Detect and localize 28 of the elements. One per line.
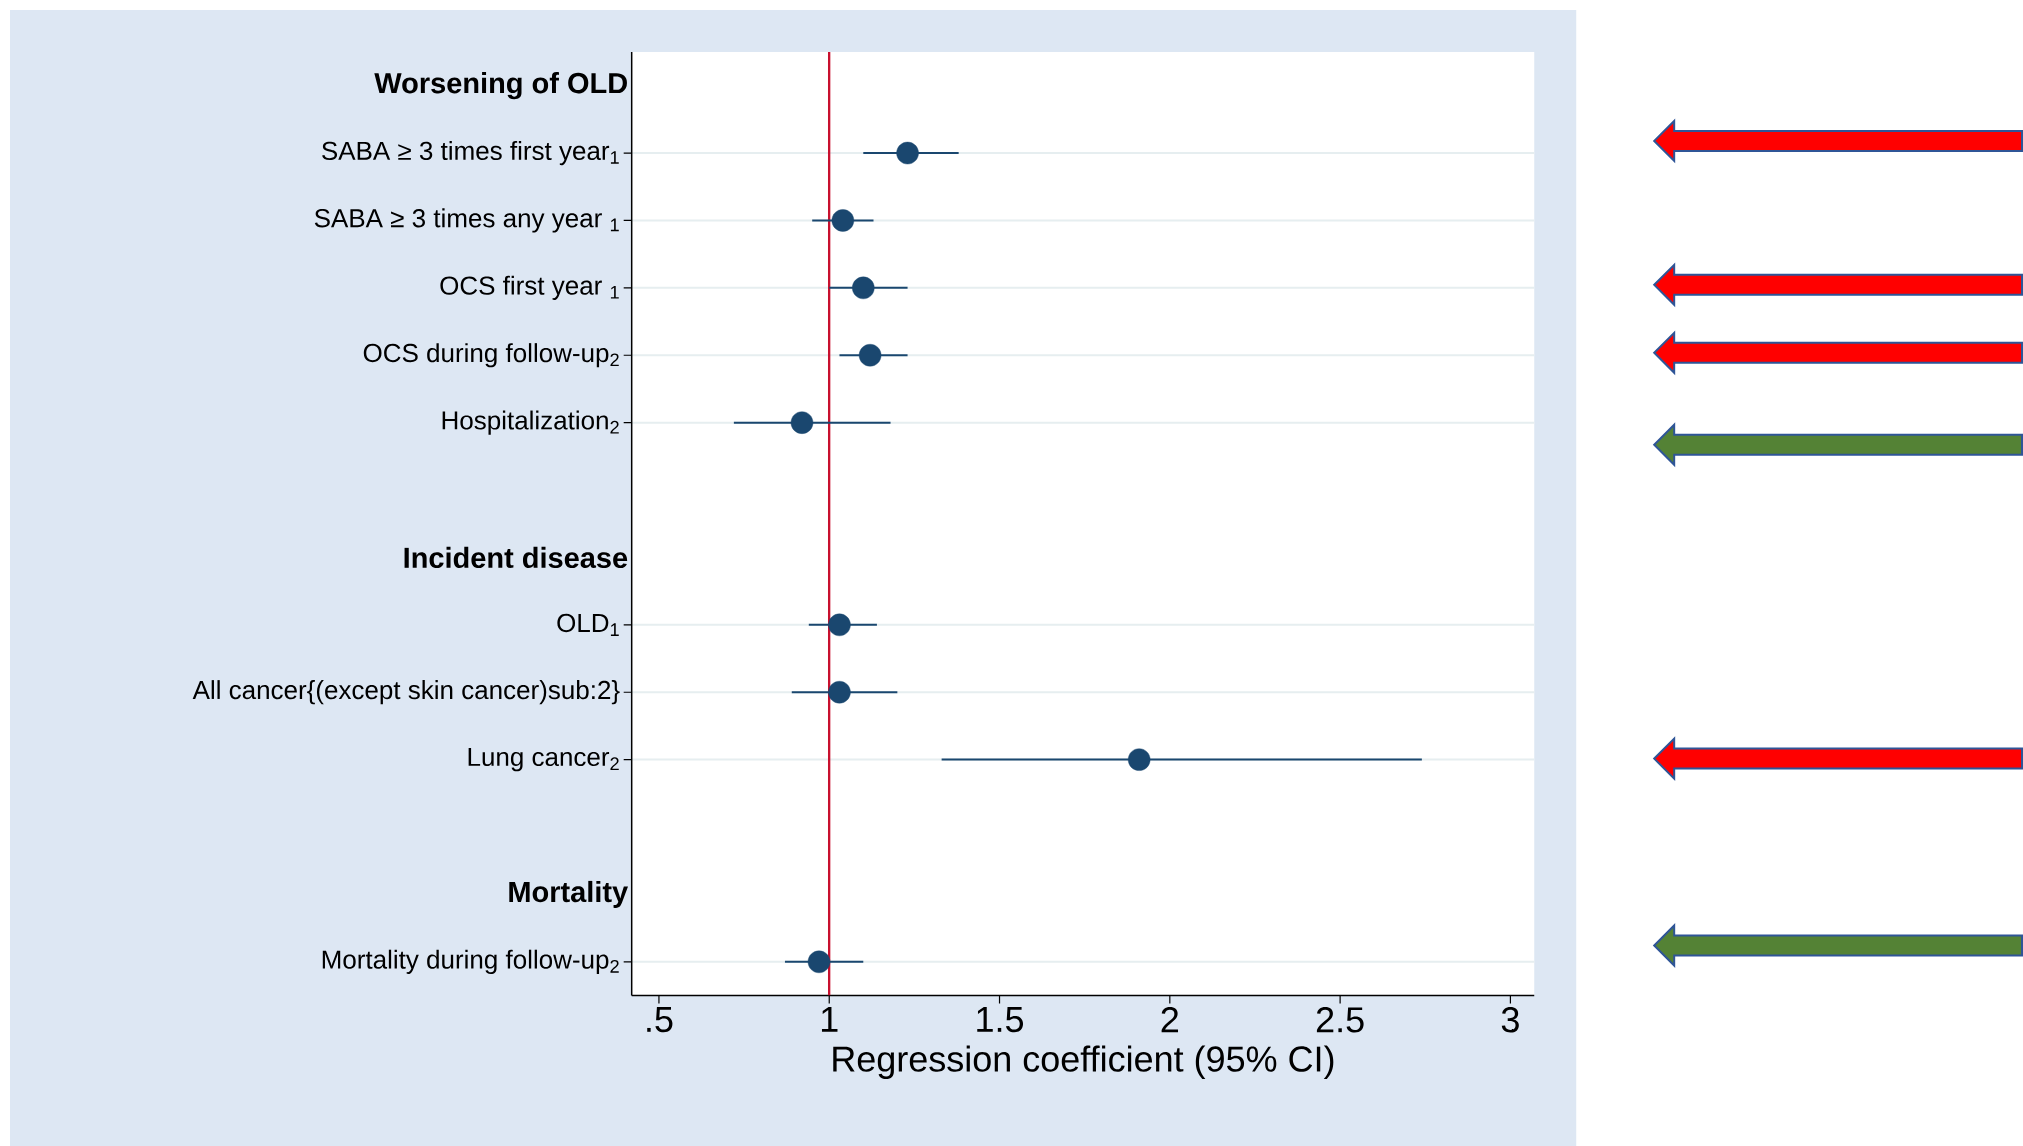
point bbox=[858, 343, 882, 367]
y-tick-label: All cancer{(except skin cancer)sub:2} bbox=[192, 679, 620, 705]
y-tick-label: SABA ≥ 3 times any year $_{1}$ bbox=[314, 208, 619, 233]
y-tick-label: SABA ≥ 3 times first year$_{1}$ bbox=[322, 140, 619, 165]
y-tick-label: OCS during follow-up$_{2}$ bbox=[363, 342, 619, 368]
point bbox=[828, 680, 851, 704]
point bbox=[807, 950, 831, 973]
point bbox=[831, 209, 855, 232]
y-tick-label: Mortality during follow-up$_{2}$ bbox=[322, 949, 619, 974]
y-tick-label: Hospitalization$_{2}$ bbox=[442, 410, 619, 435]
point bbox=[852, 276, 875, 299]
point bbox=[896, 141, 919, 165]
y-tick-label: OCS first year $_{1}$ bbox=[440, 275, 619, 300]
x-tick-label: 1.5 bbox=[977, 1006, 1024, 1032]
point bbox=[1127, 748, 1151, 771]
x-tick-label: 1 bbox=[821, 1006, 838, 1032]
x-tick-label: 2.5 bbox=[1316, 1006, 1364, 1033]
x-axis-title: Regression coefficient (95% CI) bbox=[833, 1045, 1334, 1079]
x-tick-label: .5 bbox=[647, 1006, 673, 1032]
point bbox=[790, 411, 814, 434]
y-tick-label: Incident disease bbox=[404, 546, 628, 568]
y-tick-label: Lung cancer$_{2}$ bbox=[468, 747, 619, 772]
x-tick-label: 2 bbox=[1161, 1006, 1179, 1032]
y-tick-label: OLD$_{1}$ bbox=[557, 613, 619, 636]
y-tick-label: Worsening of OLD bbox=[374, 71, 627, 100]
point bbox=[828, 613, 851, 636]
x-tick-label: 3 bbox=[1501, 1006, 1519, 1033]
y-tick-label: Mortality bbox=[509, 880, 628, 908]
